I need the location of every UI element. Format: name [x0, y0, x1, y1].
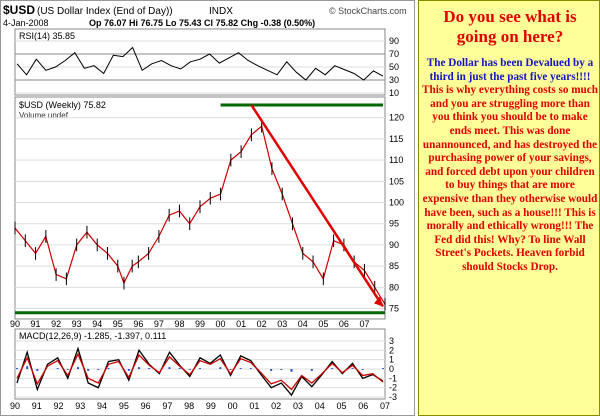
price-series-line [14, 125, 386, 305]
macd-tick-label: -1 [389, 373, 397, 383]
macd-year-tick-label: 00 [228, 401, 238, 411]
price-year-tick-label: 06 [339, 319, 349, 329]
price-year-tick-label: 92 [51, 319, 61, 329]
commentary-intro: The Dollar has been Devalued by a third … [426, 57, 594, 83]
macd-tick-label: 2 [389, 345, 394, 355]
price-year-tick-label: 99 [195, 319, 205, 329]
macd-year-tick-label: 96 [141, 401, 151, 411]
rsi-frame [14, 28, 386, 96]
price-year-tick-label: 98 [174, 319, 184, 329]
rsi-tick-label: 10 [389, 88, 399, 98]
price-tick-label: 100 [389, 198, 404, 208]
price-year-tick-label: 97 [154, 319, 164, 329]
price-year-tick-label: 94 [92, 319, 102, 329]
rsi-tick-label: 50 [389, 62, 399, 72]
price-year-tick-label: 01 [236, 319, 246, 329]
macd-tick-label: -3 [389, 392, 397, 402]
chart-panel: $USD (US Dollar Index (End of Day)) INDX… [0, 0, 415, 416]
rsi-tick-label: 30 [389, 75, 399, 85]
macd-year-tick-label: 03 [293, 401, 303, 411]
macd-tick-label: 0 [389, 364, 394, 374]
macd-year-tick-label: 02 [271, 401, 281, 411]
price-year-tick-label: 95 [113, 319, 123, 329]
rsi-title: RSI(14) 35.85 [19, 31, 75, 41]
macd-year-tick-label: 93 [75, 401, 85, 411]
price-tick-label: 90 [389, 240, 399, 250]
exchange-label: INDX [209, 6, 233, 17]
date-label: 4-Jan-2008 [3, 18, 49, 28]
commentary-headline: Do you see what is going on here? [443, 7, 577, 46]
price-tick-label: 115 [389, 134, 403, 144]
price-year-tick-label: 03 [277, 319, 287, 329]
symbol-label: $USD [3, 3, 35, 17]
macd-year-tick-label: 98 [184, 401, 194, 411]
macd-year-tick-label: 06 [358, 401, 368, 411]
price-year-tick-label: 02 [257, 319, 267, 329]
macd-tick-label: 1 [389, 355, 394, 365]
macd-year-tick-label: 05 [336, 401, 346, 411]
volume-label: Volume undef [19, 111, 69, 120]
macd-year-tick-label: 01 [249, 401, 259, 411]
price-year-tick-label: 04 [298, 319, 308, 329]
price-year-tick-label: 90 [10, 319, 20, 329]
commentary-panel: Do you see what is going on here? The Do… [418, 0, 600, 416]
macd-year-tick-label: 99 [206, 401, 216, 411]
price-year-tick-label: 00 [216, 319, 226, 329]
price-tick-label: 120 [389, 113, 404, 123]
rsi-series-line [16, 46, 384, 81]
commentary-body: This is why everything costs so much and… [422, 84, 598, 273]
rsi-tick-label: 70 [389, 49, 399, 59]
macd-signal-line [16, 352, 384, 391]
macd-year-tick-label: 07 [380, 401, 390, 411]
watermark: © StockCharts.com [329, 6, 407, 16]
stock-chart: $USD (US Dollar Index (End of Day)) INDX… [3, 3, 407, 411]
macd-year-tick-label: 90 [10, 401, 20, 411]
price-year-tick-label: 91 [31, 319, 41, 329]
macd-year-tick-label: 94 [97, 401, 107, 411]
price-tick-label: 95 [389, 219, 399, 229]
trend-arrow-line [250, 104, 384, 308]
price-year-tick-label: 07 [359, 319, 369, 329]
price-year-tick-label: 05 [318, 319, 328, 329]
macd-series-line [16, 346, 384, 397]
price-title: $USD (Weekly) 75.82 [19, 100, 106, 110]
macd-year-tick-label: 97 [162, 401, 172, 411]
price-tick-label: 110 [389, 155, 403, 165]
rsi-panel: RSI(14) 35.85 [14, 28, 386, 96]
commentary-body-container: The Dollar has been Devalued by a third … [422, 57, 598, 275]
macd-tick-label: 3 [389, 336, 394, 346]
ohlc-label: Op 76.07 Hi 76.75 Lo 75.43 Cl 75.82 Chg … [89, 18, 315, 28]
macd-year-tick-label: 91 [32, 401, 42, 411]
price-tick-label: 80 [389, 282, 399, 292]
price-tick-label: 105 [389, 176, 404, 186]
macd-year-tick-label: 92 [54, 401, 64, 411]
price-year-tick-label: 93 [72, 319, 82, 329]
macd-title: MACD(12,26,9) -1.285, -1.397, 0.111 [19, 331, 166, 341]
price-tick-label: 85 [389, 261, 399, 271]
macd-year-tick-label: 04 [315, 401, 325, 411]
trend-arrow-head [373, 296, 383, 307]
index-name-label: (US Dollar Index (End of Day)) [37, 6, 173, 17]
price-year-tick-label: 96 [133, 319, 143, 329]
macd-tick-label: -2 [389, 383, 397, 393]
macd-year-tick-label: 95 [119, 401, 129, 411]
price-tick-label: 75 [389, 304, 399, 314]
rsi-tick-label: 90 [389, 36, 399, 46]
